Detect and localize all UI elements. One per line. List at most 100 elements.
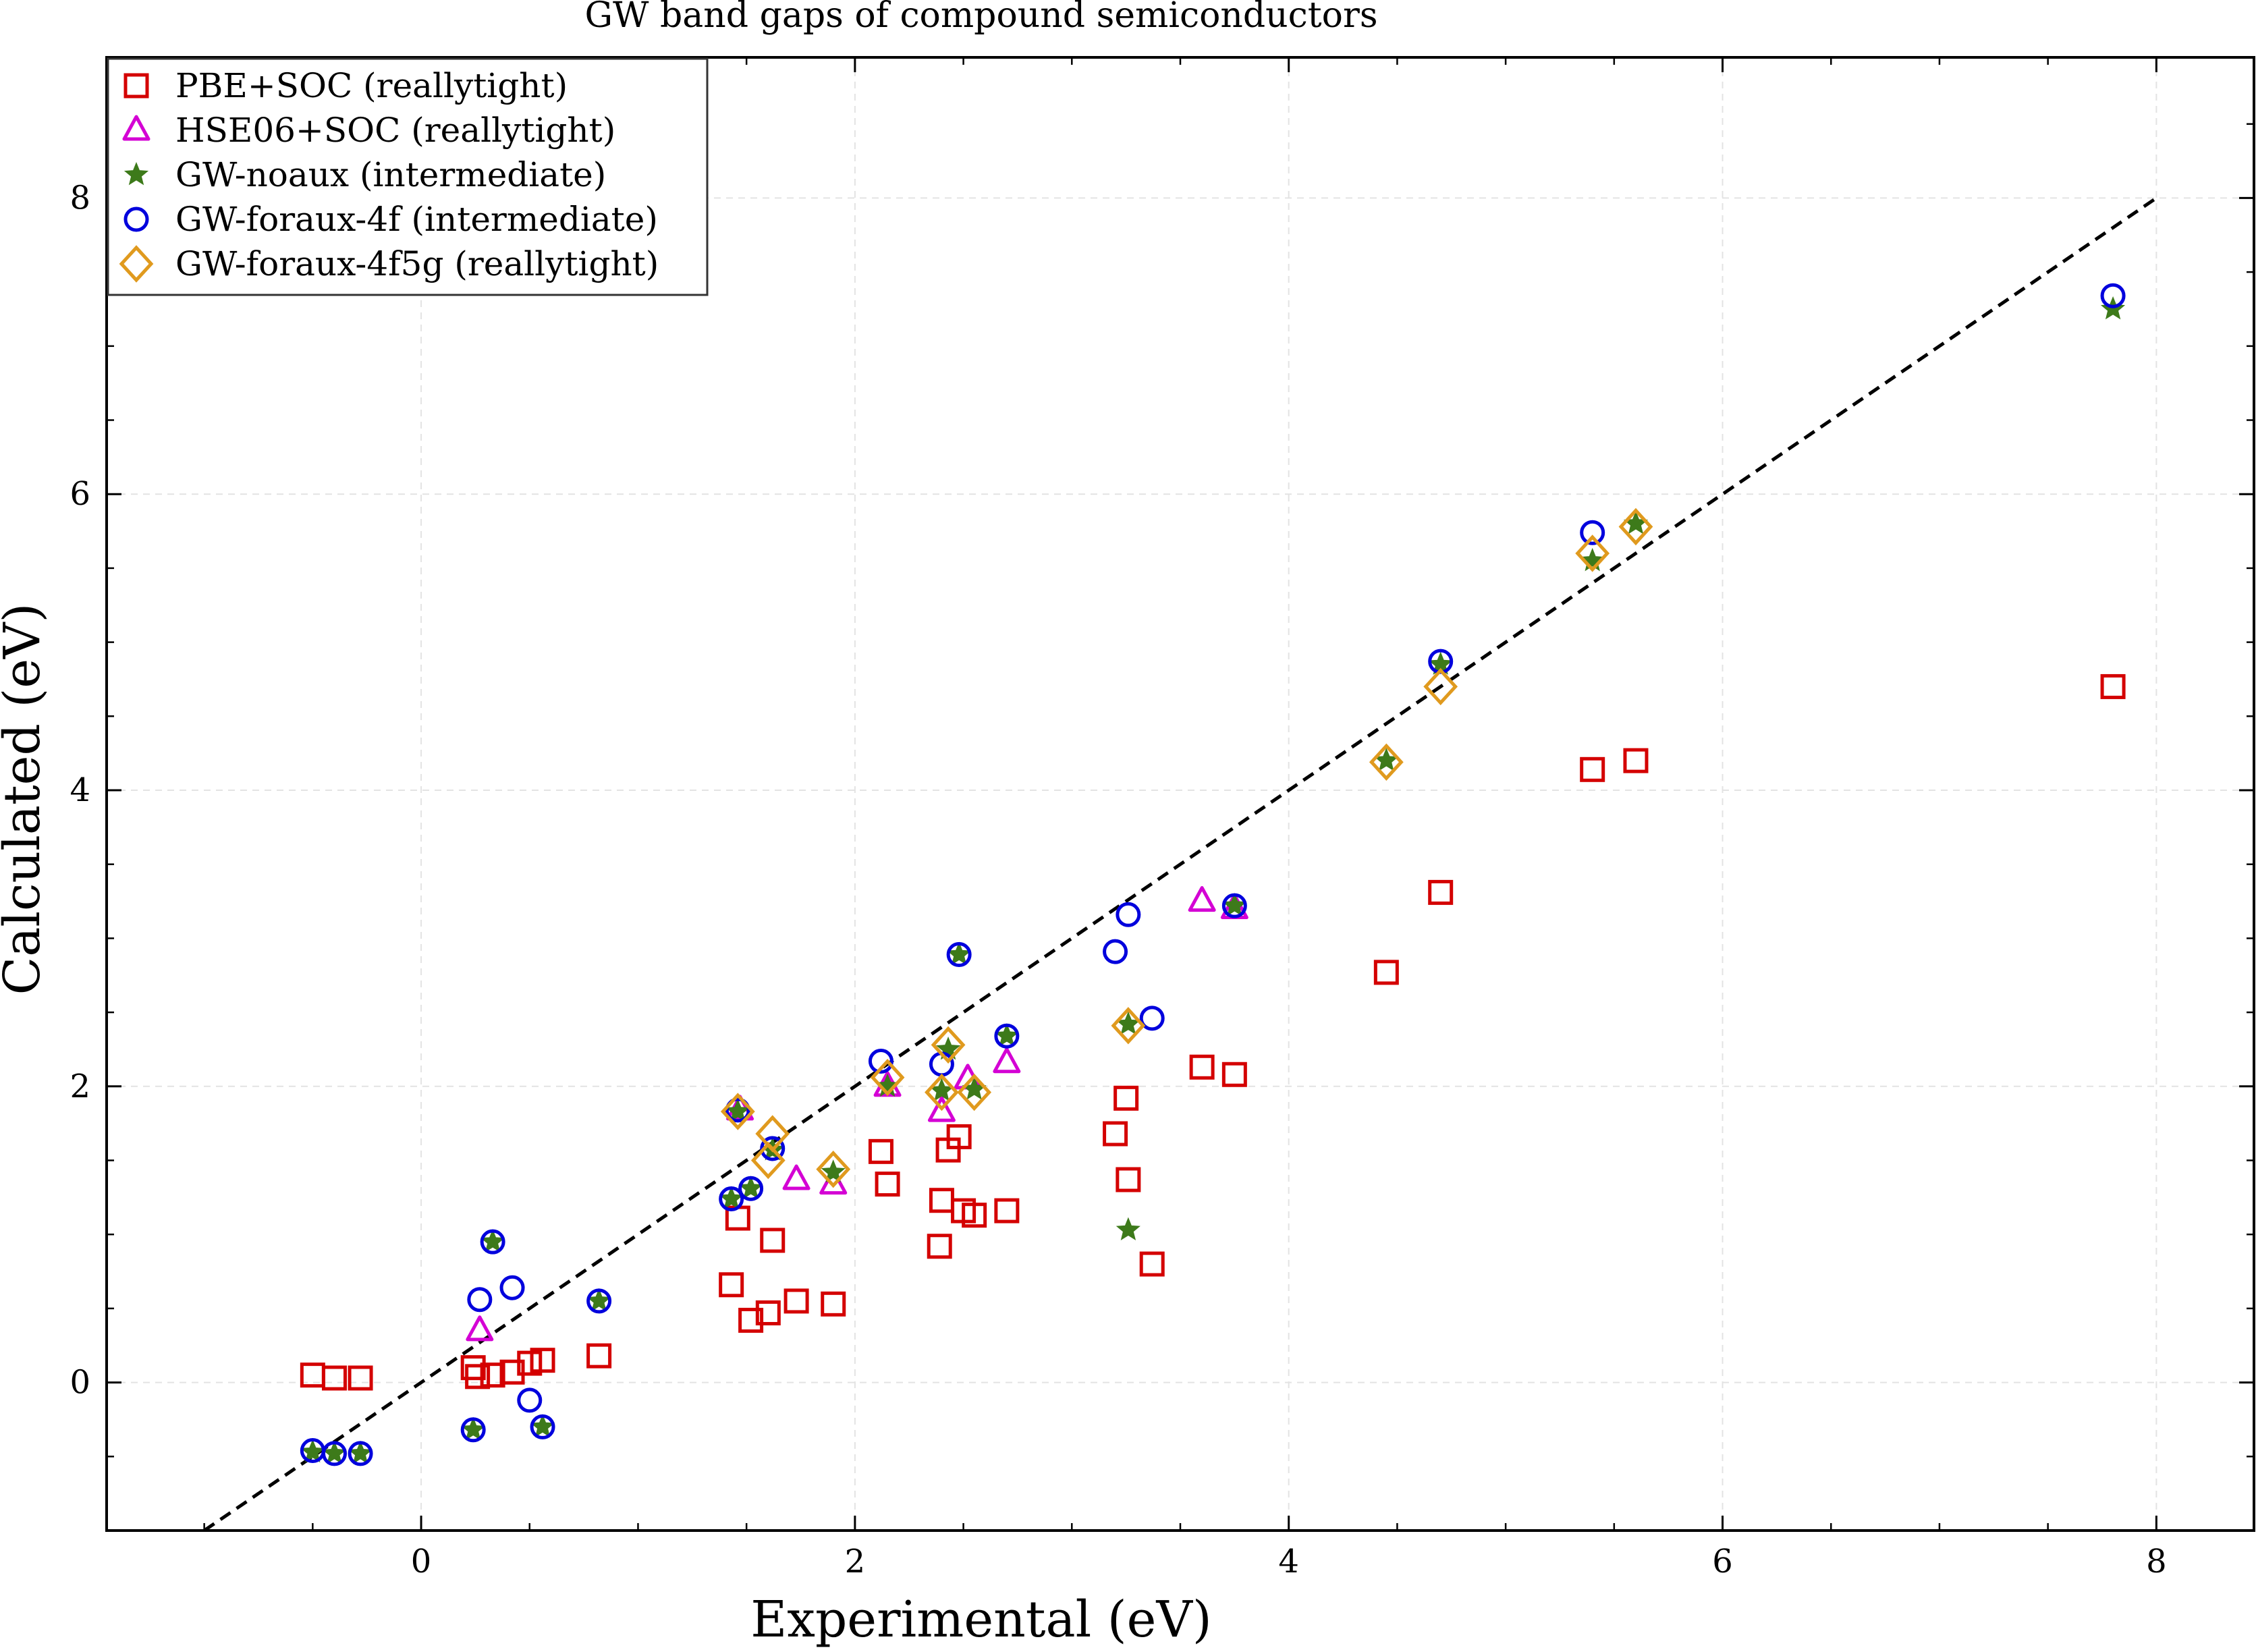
square-point xyxy=(586,1343,612,1369)
square-point xyxy=(868,1138,893,1164)
square-point xyxy=(1580,756,1605,782)
circle-point xyxy=(586,1288,612,1314)
circle-point xyxy=(530,1414,555,1439)
square-point xyxy=(719,1272,744,1298)
square-point xyxy=(499,1359,525,1385)
circle-point xyxy=(994,1023,1020,1049)
circle-point xyxy=(868,1049,893,1074)
square-point xyxy=(480,1362,505,1388)
square-point xyxy=(1428,879,1454,905)
triangle-point xyxy=(466,1315,494,1342)
circle-point xyxy=(467,1287,493,1313)
y-tick-label: 0 xyxy=(70,1364,90,1402)
square-point xyxy=(1221,1062,1247,1087)
circle-point xyxy=(2100,283,2126,308)
circle-point xyxy=(499,1275,525,1300)
plot-area xyxy=(203,196,2157,1531)
star-point xyxy=(1623,511,1648,534)
legend-box xyxy=(107,57,709,296)
diamond-point xyxy=(1369,743,1404,781)
circle-point xyxy=(480,1229,505,1255)
y-tick-label: 6 xyxy=(70,475,90,513)
legend-marker-square xyxy=(123,73,149,99)
triangle-point xyxy=(1188,886,1216,912)
diamond-point xyxy=(720,1093,755,1130)
circle-point xyxy=(460,1417,486,1443)
square-point xyxy=(821,1291,846,1317)
circle-point xyxy=(738,1176,764,1201)
star-point xyxy=(821,1159,846,1183)
star-point xyxy=(586,1288,611,1312)
circle-point xyxy=(321,1441,347,1466)
star-point xyxy=(738,1176,763,1199)
circle-point xyxy=(1221,893,1247,918)
y-tick-label: 2 xyxy=(70,1068,90,1105)
circle-point xyxy=(760,1136,786,1161)
series-circle xyxy=(300,283,2126,1466)
diamond-point xyxy=(931,1026,966,1064)
circle-point xyxy=(719,1186,744,1212)
x-tick-label: 8 xyxy=(2146,1543,2167,1580)
square-point xyxy=(1116,1167,1141,1192)
star-point xyxy=(962,1076,987,1100)
legend-marker-triangle xyxy=(122,115,150,141)
x-tick-label: 0 xyxy=(411,1543,432,1580)
x-tick-label: 2 xyxy=(845,1543,866,1580)
legend-entry-label: GW-foraux-4f5g (reallytight) xyxy=(175,244,659,283)
diamond-point xyxy=(925,1073,959,1111)
diamond-point xyxy=(1111,1007,1146,1045)
diamond-point xyxy=(755,1115,790,1153)
y-axis-label: Calculated (eV) xyxy=(0,603,51,995)
legend: PBE+SOC (reallytight) HSE06+SOC (reallyti… xyxy=(107,57,709,296)
diamond-point xyxy=(1618,507,1653,546)
square-point xyxy=(517,1350,543,1376)
axis-ticks: 0 2 4 6 8 0 2 4 6 8 xyxy=(70,57,2254,1580)
series-diamond xyxy=(720,507,1653,1188)
y-tick-label: 8 xyxy=(70,179,90,217)
square-point xyxy=(962,1203,987,1228)
diamond-point xyxy=(870,1058,905,1097)
square-point xyxy=(875,1172,900,1197)
star-point xyxy=(322,1440,347,1464)
x-tick-label: 4 xyxy=(1278,1543,1299,1580)
legend-marker-circle xyxy=(123,206,149,232)
star-point xyxy=(947,941,972,965)
diamond-point xyxy=(816,1150,851,1188)
star-point xyxy=(1580,547,1605,572)
square-point xyxy=(1623,748,1649,773)
legend-entry-label: PBE+SOC (reallytight) xyxy=(175,66,568,105)
x-tick-label: 6 xyxy=(1712,1543,1733,1580)
square-point xyxy=(2100,673,2126,699)
diamond-point xyxy=(957,1073,992,1111)
square-point xyxy=(738,1307,764,1333)
diamond-point xyxy=(750,1141,786,1180)
star-point xyxy=(725,1099,750,1122)
square-point xyxy=(321,1365,347,1391)
circle-point xyxy=(1116,902,1141,927)
circle-point xyxy=(946,942,972,968)
legend-entry-label: GW-foraux-4f (intermediate) xyxy=(175,200,658,239)
triangle-point xyxy=(782,1164,810,1190)
diamond-point xyxy=(1423,667,1458,706)
circle-point xyxy=(1103,939,1128,964)
square-point xyxy=(1139,1251,1165,1277)
star-point xyxy=(480,1229,505,1252)
circle-point xyxy=(348,1441,373,1466)
triangle-point xyxy=(927,1096,956,1122)
series-star xyxy=(300,296,2126,1464)
legend-marker-star xyxy=(123,161,149,186)
star-point xyxy=(461,1416,486,1441)
chart-title: GW band gaps of compound semiconductors xyxy=(584,0,1377,36)
square-point xyxy=(465,1364,491,1389)
y-tick-label: 4 xyxy=(70,771,90,809)
square-point xyxy=(348,1365,373,1391)
circle-point xyxy=(1580,520,1605,545)
legend-marker-diamond xyxy=(119,245,154,283)
triangle-point xyxy=(819,1169,848,1195)
square-point xyxy=(1103,1121,1128,1147)
data-points xyxy=(300,283,2126,1466)
square-point xyxy=(1113,1085,1139,1111)
grid-lines xyxy=(107,57,2254,1531)
star-point xyxy=(530,1414,555,1437)
